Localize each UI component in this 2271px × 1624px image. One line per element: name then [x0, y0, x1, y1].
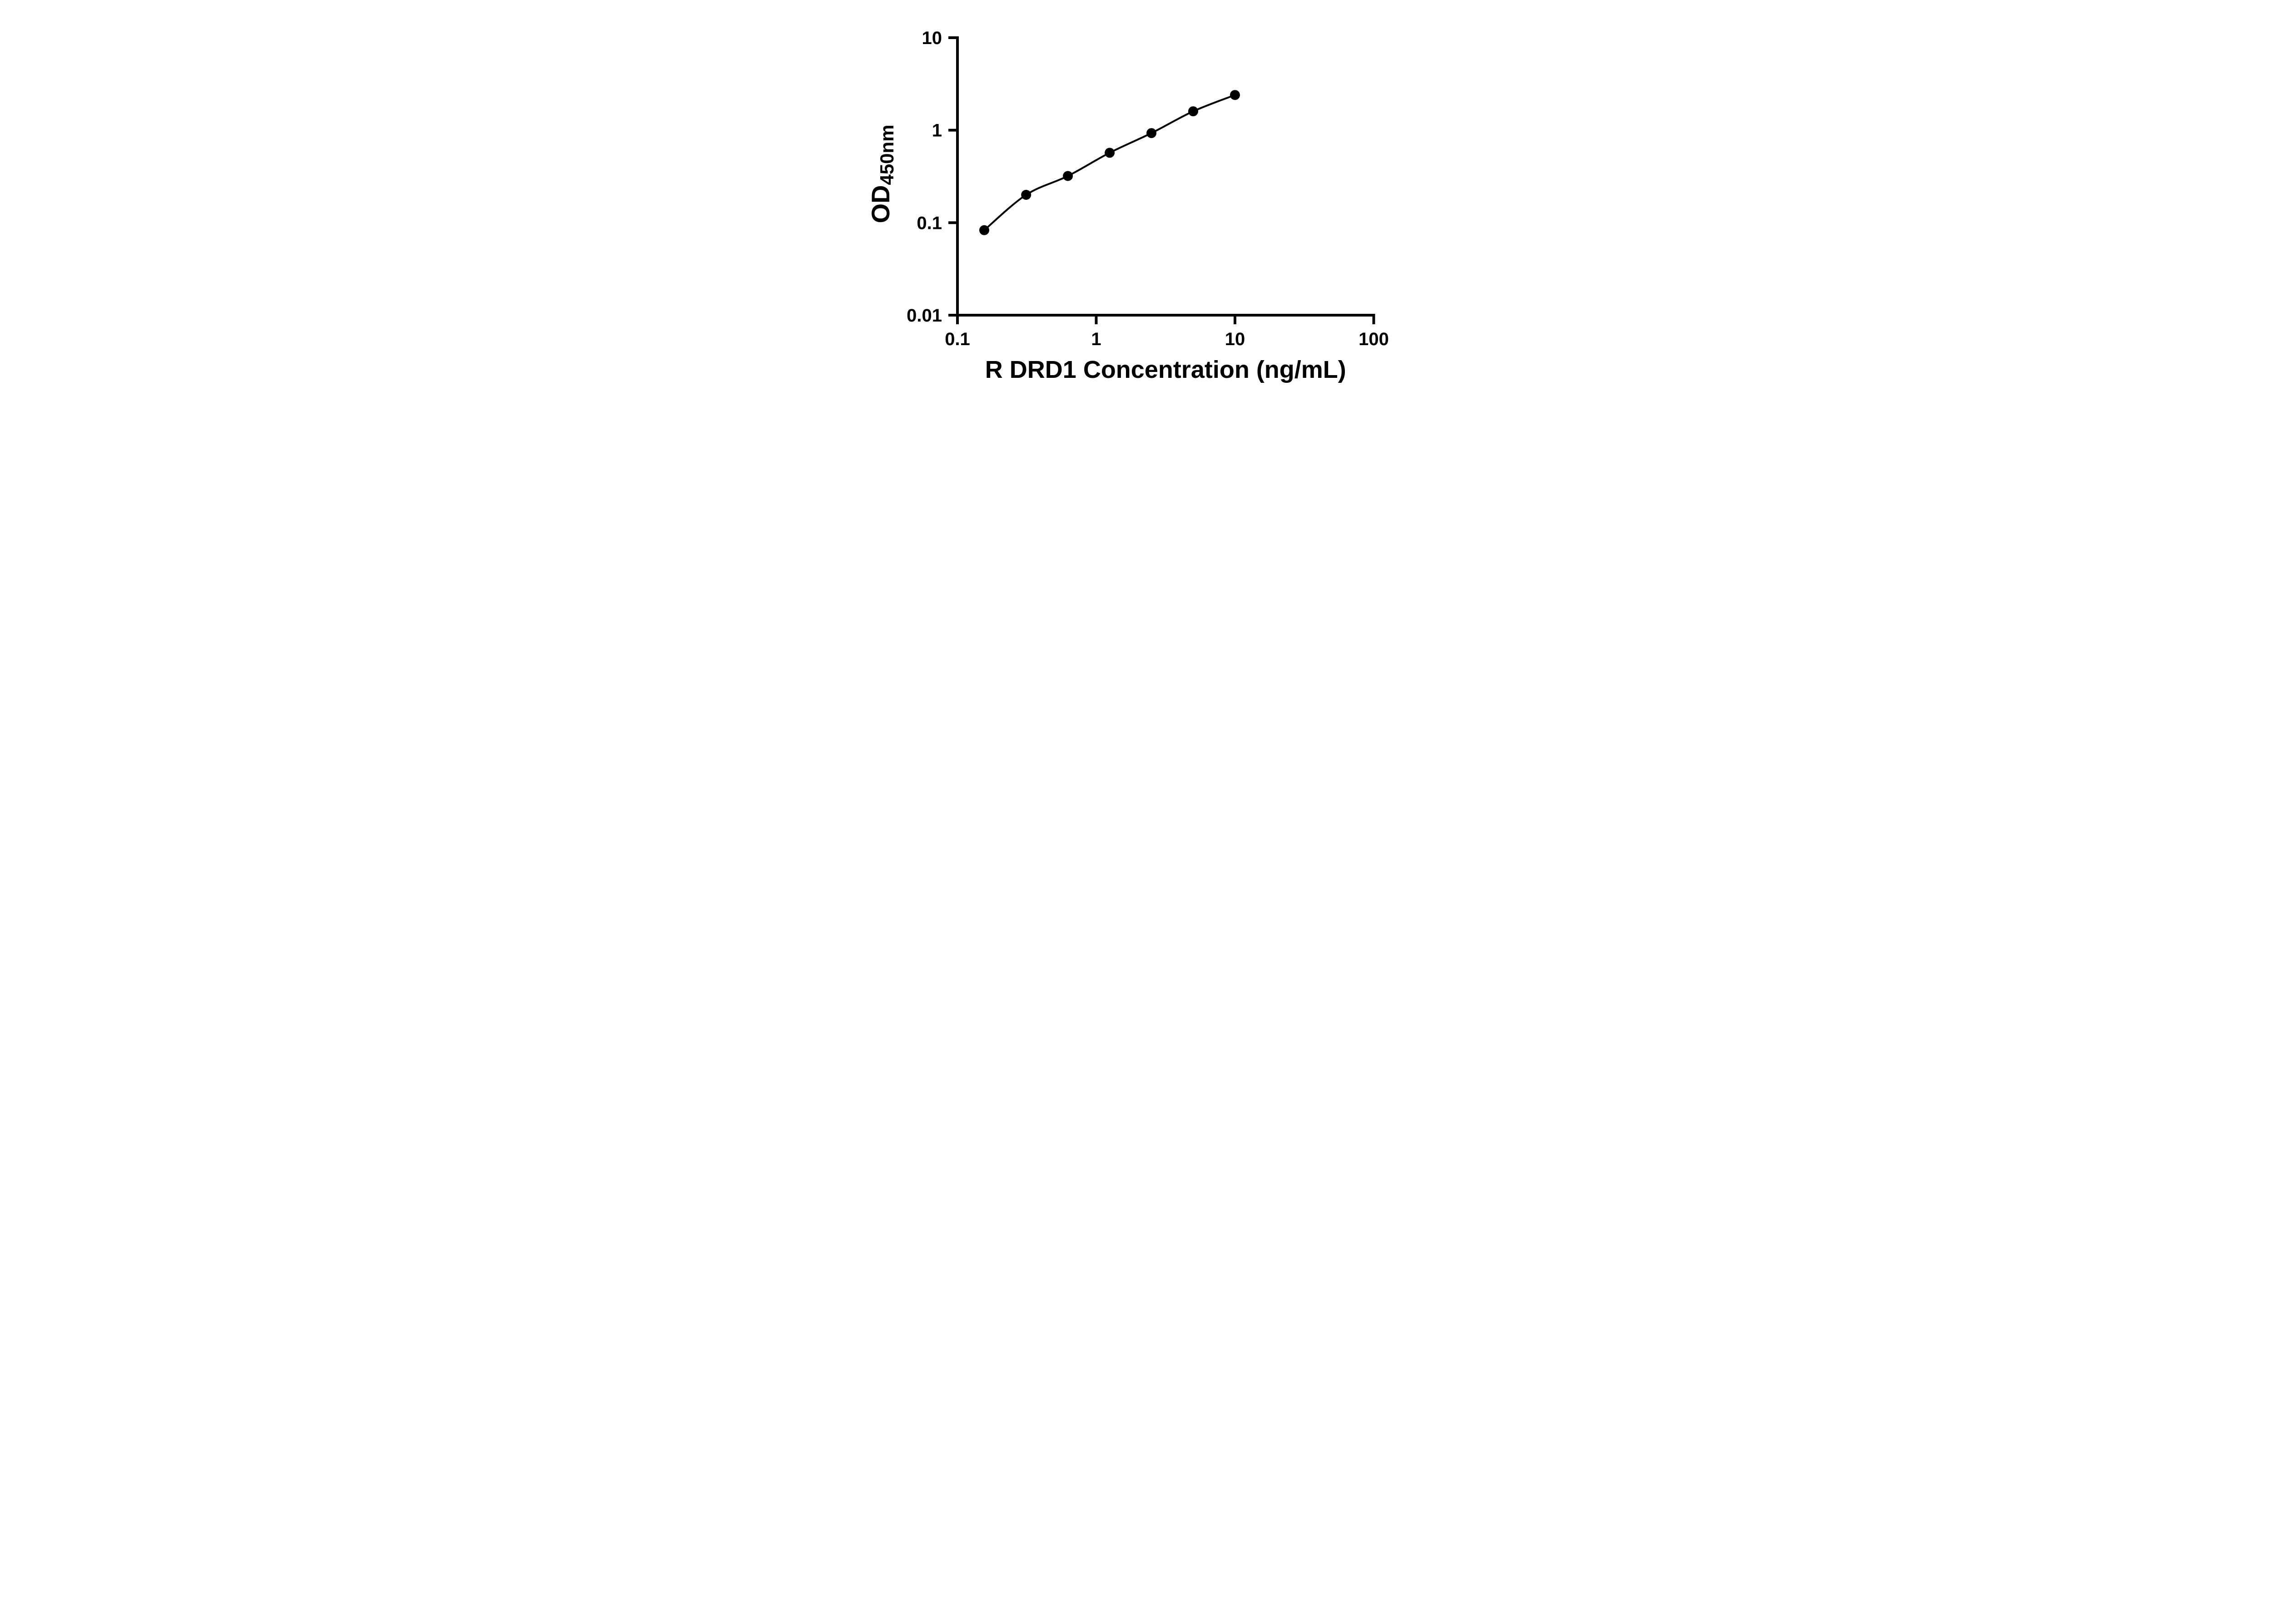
axes	[956, 36, 1375, 317]
y-tick-label: 0.1	[917, 213, 942, 233]
y-axis-label-sub: 450nm	[876, 124, 897, 185]
x-tick-label: 100	[1359, 329, 1389, 349]
x-tick-label: 0.1	[945, 329, 970, 349]
axis-lines	[956, 36, 1375, 317]
x-axis-label: R DRD1 Concentration (ng/mL)	[985, 356, 1346, 383]
x-tick-label: 1	[1091, 329, 1101, 349]
data-point	[1062, 171, 1073, 181]
y-tick-label: 10	[922, 28, 942, 48]
y-tick-label: 1	[932, 121, 942, 141]
x-tick-label: 10	[1225, 329, 1245, 349]
y-tick-label: 0.01	[907, 306, 942, 326]
tick-marks	[948, 36, 1375, 324]
elisa-standard-curve-figure: 10 1 0.1 0.01 0.1 1 10 100 R DRD1 Concentration…	[843, 0, 1428, 406]
data-point	[1188, 106, 1198, 117]
y-axis-label: OD450nm	[866, 124, 897, 223]
data-point	[1104, 148, 1115, 158]
data-points	[979, 90, 1240, 235]
fit-curve	[983, 94, 1235, 231]
data-point	[1230, 90, 1240, 100]
data-point	[1146, 128, 1156, 139]
y-axis-label-main: OD	[866, 185, 895, 223]
data-point	[1021, 190, 1031, 200]
data-point	[979, 225, 989, 235]
